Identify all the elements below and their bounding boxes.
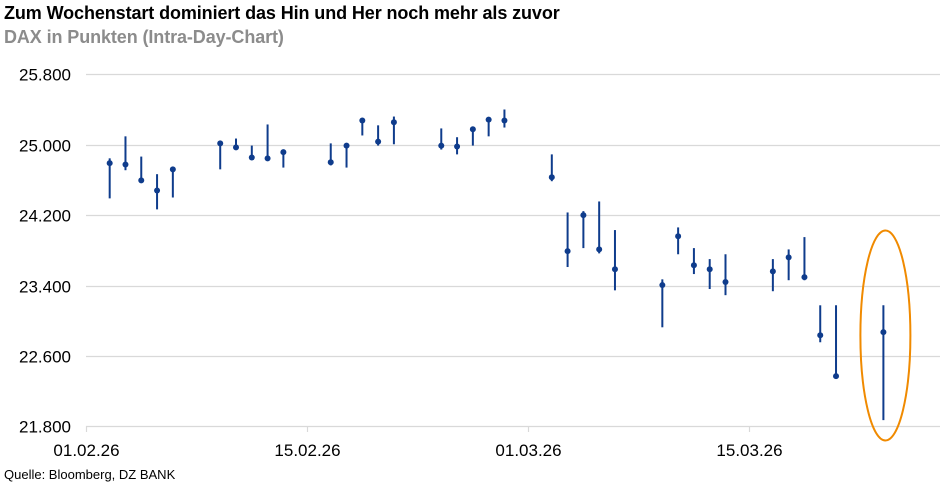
source-note: Quelle: Bloomberg, DZ BANK (4, 467, 176, 482)
hlc-bar (375, 125, 382, 146)
hlc-bar (390, 116, 397, 145)
hlc-bar (280, 149, 287, 168)
chart-title: Zum Wochenstart dominiert das Hin und He… (4, 3, 560, 23)
close-marker (706, 266, 713, 273)
close-marker (233, 144, 240, 151)
close-marker (675, 233, 682, 240)
close-marker (390, 119, 397, 126)
close-marker (327, 159, 334, 166)
close-marker (659, 282, 666, 289)
hlc-bar (485, 116, 492, 137)
y-tick-label: 24.200 (19, 207, 71, 226)
hlc-bar (154, 174, 161, 210)
close-marker (122, 161, 129, 168)
hlc-bar (359, 117, 366, 136)
hlc-bar (880, 305, 887, 421)
y-tick-label: 25.000 (19, 137, 71, 156)
hlc-bar (659, 279, 666, 328)
close-marker (785, 254, 792, 261)
y-axis-labels: 25.800 25.000 24.200 23.400 22.600 21.800 (19, 66, 71, 437)
close-marker (548, 174, 555, 181)
hlc-bar (722, 254, 729, 296)
close-marker (248, 154, 255, 161)
hlc-bar (564, 212, 571, 268)
hlc-bar (233, 138, 240, 151)
hlc-bar (343, 142, 350, 168)
close-marker (485, 116, 492, 123)
hlc-bar (248, 145, 255, 161)
close-marker (280, 149, 287, 156)
close-marker (817, 332, 824, 339)
close-marker (801, 274, 808, 281)
y-tick-label: 25.800 (19, 66, 71, 85)
hlc-bar (580, 211, 587, 249)
close-marker (264, 155, 271, 162)
close-marker (359, 117, 366, 124)
close-marker (217, 140, 224, 147)
y-tick-label: 22.600 (19, 348, 71, 367)
close-marker (154, 187, 161, 194)
hlc-bar (769, 259, 776, 292)
close-marker (564, 248, 571, 255)
hlc-bar (169, 166, 176, 198)
hlc-bar (264, 124, 271, 162)
hlc-bar (675, 227, 682, 255)
close-marker (580, 212, 587, 219)
x-tick-label: 15.03.26 (716, 441, 782, 460)
hlc-bar (454, 137, 461, 155)
hlc-bar (138, 156, 145, 184)
y-gridlines (86, 73, 940, 428)
close-marker (596, 246, 603, 253)
close-marker (769, 268, 776, 275)
hlc-bar (690, 248, 697, 275)
hlc-bar (122, 136, 129, 171)
x-tick-label: 01.02.26 (53, 441, 119, 460)
high-low-close-series (106, 109, 887, 421)
hlc-bar (217, 140, 224, 170)
x-tick-label: 01.03.26 (495, 441, 561, 460)
hlc-bar (785, 249, 792, 281)
close-marker (343, 142, 350, 149)
hlc-bar (611, 230, 618, 291)
hlc-bar (106, 158, 113, 199)
close-marker (469, 126, 476, 133)
hlc-bar (469, 126, 476, 146)
hlc-bar (706, 259, 713, 290)
close-marker (501, 117, 508, 124)
hlc-bar (801, 237, 808, 281)
close-marker (880, 329, 887, 336)
hlc-bar (817, 305, 824, 343)
hlc-bar (833, 305, 840, 380)
hlc-bar (501, 109, 508, 128)
hlc-bar (327, 143, 334, 166)
close-marker (138, 177, 145, 184)
close-marker (454, 143, 461, 150)
chart-subtitle: DAX in Punkten (Intra-Day-Chart) (4, 27, 284, 47)
close-marker (106, 160, 113, 167)
hlc-bar (438, 128, 445, 150)
x-axis: 01.02.26 15.02.26 01.03.26 15.03.26 (53, 426, 783, 460)
close-marker (438, 142, 445, 149)
hlc-bar (548, 154, 555, 182)
close-marker (611, 266, 618, 273)
close-marker (690, 262, 697, 269)
highlight-ellipse (859, 229, 912, 442)
hlc-bar (596, 201, 603, 254)
y-tick-label: 23.400 (19, 278, 71, 297)
close-marker (375, 138, 382, 145)
highlight-annotation (859, 229, 912, 442)
close-marker (722, 278, 729, 285)
close-marker (169, 166, 176, 173)
y-tick-label: 21.800 (19, 418, 71, 437)
close-marker (833, 373, 840, 380)
x-tick-label: 15.02.26 (274, 441, 340, 460)
